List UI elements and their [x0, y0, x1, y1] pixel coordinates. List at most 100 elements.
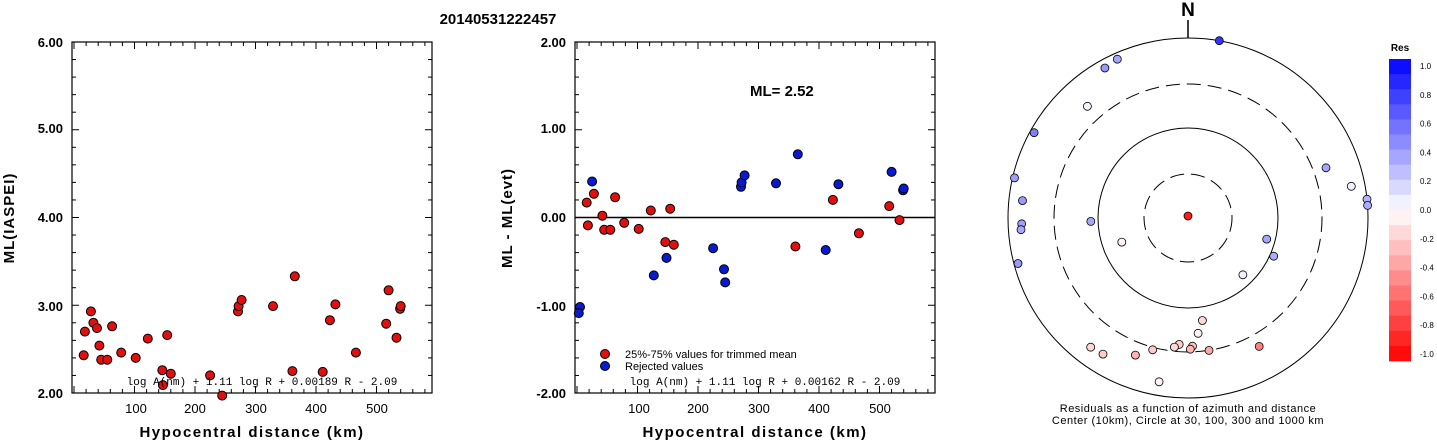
colorbar-cell [1389, 164, 1411, 181]
residual-point [1214, 36, 1224, 46]
residual-point [1100, 63, 1110, 73]
colorbar-title: Res [1391, 43, 1410, 54]
residual-point [1238, 270, 1248, 280]
colorbar-cell [1389, 315, 1411, 332]
residual-point [1185, 344, 1195, 354]
residual-point [1269, 251, 1279, 261]
colorbar-cell [1389, 179, 1411, 196]
y-axis-label: ML(IASPEI) [1, 173, 18, 264]
data-point [665, 203, 676, 214]
colorbar: Res 1.0 0.8 0.6 0.4 0.2 0.0 -0.2 -0.4 -0.6 -0.8 -1… [1389, 43, 1434, 362]
colorbar-tick-label: 0.6 [1420, 120, 1432, 129]
ml-annotation: ML= 2.52 [750, 83, 814, 100]
y-axis-label: ML - ML(evt) [499, 168, 516, 268]
data-point [820, 245, 831, 255]
north-label: N [1181, 0, 1195, 21]
y-tick-label: 0.00 [541, 210, 566, 225]
y-tick-label: 2.00 [38, 386, 63, 401]
data-point [157, 380, 168, 391]
colorbar-cell [1389, 74, 1411, 90]
data-point [582, 220, 593, 231]
data-point [853, 228, 864, 239]
colorbar-tick-label: -0.4 [1420, 264, 1434, 273]
data-point [205, 370, 216, 381]
formula-text: log A(nm) + 1.11 log R + 0.00189 R - 2.0… [127, 377, 398, 389]
ring-30km [1143, 173, 1233, 263]
data-point [217, 390, 228, 401]
colorbar-cell [1389, 119, 1411, 135]
data-point [78, 350, 89, 361]
data-point [381, 318, 392, 329]
data-point [391, 332, 402, 343]
data-point [790, 241, 801, 252]
residual-point [1086, 342, 1096, 352]
data-point [395, 301, 406, 312]
colorbar-cell [1389, 330, 1411, 347]
data-point [268, 301, 278, 312]
panel-azimuth-polar: N Residuals as a function of azimuth and… [1007, 0, 1372, 427]
residual-point [1016, 225, 1026, 235]
colorbar-cell [1389, 194, 1411, 211]
colorbar-cell [1389, 240, 1411, 256]
residual-point [1193, 328, 1203, 338]
figure-title: 20140531222457 [440, 11, 557, 28]
residual-point [1029, 128, 1039, 138]
data-points [573, 149, 909, 319]
data-point [107, 321, 118, 332]
residual-point [1018, 196, 1027, 206]
colorbar-tick-label: -0.6 [1420, 292, 1434, 301]
legend-label-rejected: Rejected values [625, 361, 704, 373]
data-point [130, 352, 141, 363]
data-point [317, 366, 328, 377]
data-point [94, 340, 105, 351]
data-point [719, 264, 729, 275]
colorbar-cell [1389, 345, 1411, 362]
residual-point [1170, 342, 1179, 352]
data-points [78, 271, 406, 401]
data-point [287, 366, 298, 377]
residual-point [1086, 216, 1096, 226]
data-point [597, 210, 608, 221]
colorbar-cell [1389, 89, 1411, 105]
data-point [720, 277, 731, 288]
residual-point [1112, 54, 1122, 64]
data-point [383, 285, 394, 296]
plot-frame [71, 41, 433, 394]
colorbar-cell [1389, 149, 1411, 166]
x-axis-label: Hypocentral distance (km) [139, 424, 364, 441]
data-point [587, 176, 598, 187]
data-point [165, 368, 176, 379]
colorbar-cell [1389, 210, 1411, 226]
data-point [289, 271, 300, 282]
y-tick-label: -2.00 [536, 386, 566, 401]
legend-marker-trimmed [600, 349, 610, 359]
residual-point [1262, 234, 1272, 244]
x-tick-label: 300 [245, 401, 267, 416]
y-tick-label: 1.00 [541, 121, 566, 136]
x-tick-label: 200 [184, 401, 206, 416]
data-point [771, 178, 781, 189]
data-point [142, 333, 153, 344]
colorbar-cell [1389, 134, 1411, 150]
data-point [894, 215, 905, 226]
data-point [886, 166, 897, 177]
data-point [661, 252, 672, 263]
data-point [792, 149, 803, 160]
residual-point [1148, 345, 1158, 355]
residual-point [1254, 341, 1264, 351]
x-tick-label: 100 [628, 401, 650, 416]
data-point [79, 326, 90, 337]
data-point [92, 323, 102, 334]
residual-point [1346, 181, 1356, 191]
colorbar-cell [1389, 104, 1411, 120]
residual-point [1117, 237, 1127, 247]
y-tick-label: 5.00 [38, 121, 63, 136]
colorbar-tick-label: -0.8 [1420, 321, 1434, 330]
panel-ml-residual: ML - ML(evt) Hypocentral distance (km) -… [499, 35, 936, 441]
colorbar-tick-label: -1.0 [1420, 350, 1434, 359]
colorbar-cell [1389, 255, 1411, 271]
y-tick-label: 2.00 [541, 35, 566, 50]
x-tick-label: 500 [869, 401, 891, 416]
